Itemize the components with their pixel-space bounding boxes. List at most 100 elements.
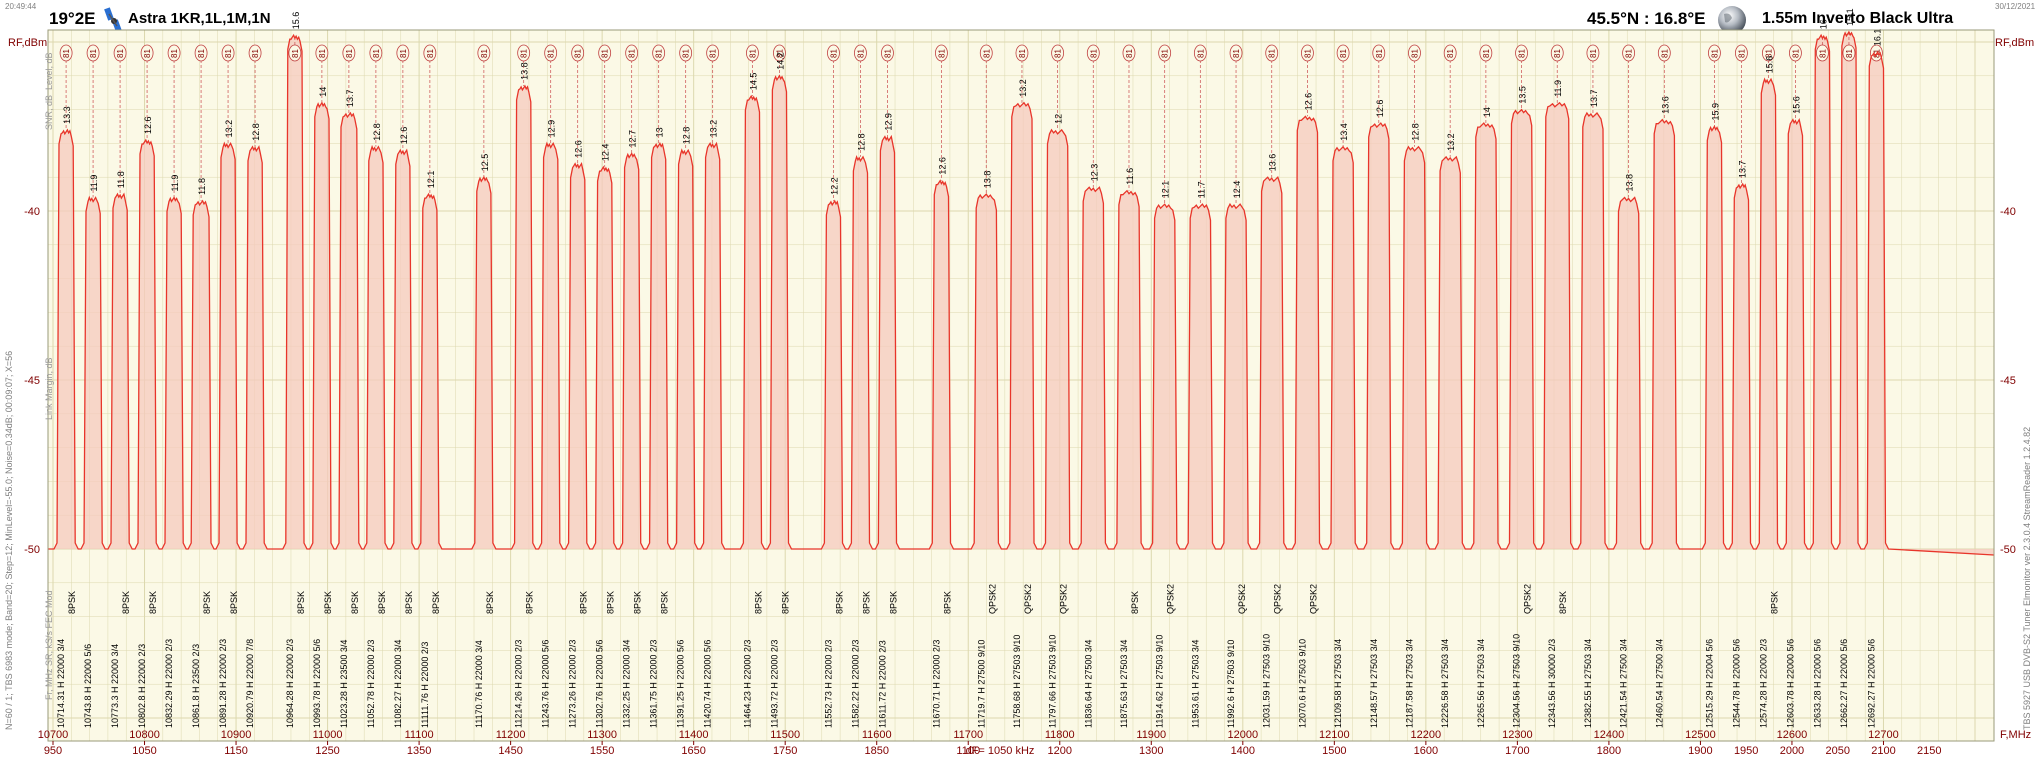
marker-circle [1408, 44, 1421, 62]
marker-label: 81 [170, 49, 179, 58]
dish-info: 1.55m Inverto Black Ultra [1762, 10, 1954, 27]
marker-circle [1789, 44, 1802, 62]
transponder-info-text: 11391.25 H 22000 5/6 [676, 640, 686, 728]
marker-circle [1336, 44, 1350, 62]
if-tick-label: 1850 [864, 745, 888, 757]
marker-label: 81 [345, 49, 354, 58]
satellite-name: Astra 1KR,1L,1M,1N [128, 10, 271, 27]
if-tick-label: 1950 [1734, 745, 1758, 757]
transponder-info-text: 12109.58 H 27503 3/4 [1333, 639, 1343, 728]
marker-circle [1158, 44, 1172, 62]
level-label: 12.6 [937, 157, 947, 175]
marker-circle [1086, 44, 1100, 62]
transponder-info-text: 12148.57 H 27503 3/4 [1369, 639, 1379, 728]
level-label: 13.6 [1268, 154, 1278, 172]
marker-circle [827, 44, 840, 62]
marker-circle [342, 44, 356, 62]
transponder-info: 10714.31 H 22000 3/4 8PSK 10743.8 H 22000 … [56, 584, 1876, 728]
transponder-info-text: 11914.62 H 27503 9/10 [1155, 635, 1165, 728]
level-label: 15.6 [1791, 96, 1801, 114]
transponder-info-text: 11670.71 H 22000 2/3 [931, 640, 941, 728]
level-label: 12.3 [1089, 164, 1099, 182]
transponder-modulation: 8PSK [606, 591, 616, 614]
level-label: 13.2 [1446, 133, 1456, 151]
level-label: 12.8 [372, 123, 382, 141]
if-tick-label: 1500 [1322, 745, 1346, 757]
marker-circle [423, 44, 437, 62]
marker-circle [288, 44, 302, 62]
transponder-info-text: 11361.75 H 22000 2/3 [649, 640, 659, 728]
transponder-modulation: 8PSK [1558, 591, 1568, 614]
x-tick-label: 12500 [1685, 729, 1716, 741]
marker-circle [1122, 44, 1136, 62]
marker-label: 81 [1410, 49, 1419, 58]
marker-label: 81 [937, 49, 946, 58]
marker-circle [625, 44, 639, 62]
x-tick-label: 11800 [1045, 729, 1075, 741]
marker-label: 81 [224, 49, 233, 58]
level-label: 12.8 [251, 123, 261, 141]
marker-label: 81 [709, 49, 718, 58]
marker-label: 81 [399, 49, 408, 58]
transponder-info-text: 12421.54 H 27500 3/4 [1619, 639, 1629, 728]
transponder-info-text: 10802.8 H 22000 2/3 [137, 644, 147, 728]
transponder-modulation: 8PSK [633, 591, 643, 614]
marker-label: 81 [856, 49, 865, 58]
if-tick-label: 1550 [590, 745, 614, 757]
transponder-info-text: 12304.56 H 27503 9/10 [1512, 634, 1522, 728]
marker-circle [1229, 44, 1243, 62]
level-label: 12.8 [1410, 123, 1420, 141]
level-label: 13.4 [1339, 123, 1349, 141]
marker-label: 81 [143, 49, 152, 58]
transponder-modulation: QPSK2 [1166, 584, 1176, 614]
level-label: 15.6 [1764, 56, 1774, 74]
level-label: 13.2 [1018, 79, 1028, 97]
y-axis-label-left: RF,dBm [8, 37, 47, 49]
level-label: 12.5 [480, 154, 490, 172]
marker-circle [935, 44, 948, 62]
transponder-info-text: 10743.8 H 22000 5/6 [83, 644, 93, 728]
level-label: 14 [1482, 107, 1492, 117]
level-label: 12.4 [1232, 181, 1242, 199]
transponder-info-text: 12662.27 H 22000 5/6 [1839, 639, 1849, 728]
marker-label: 81 [775, 49, 784, 58]
transponder-info-text: 12187.58 H 27503 3/4 [1404, 639, 1414, 728]
transponder-modulation: 8PSK [1130, 591, 1140, 614]
transponder-info-text: 11493.72 H 22000 2/3 [769, 640, 779, 728]
x-tick-label: 12200 [1411, 729, 1442, 741]
level-label: 12.6 [1303, 93, 1313, 111]
marker-circle [571, 44, 585, 62]
marker-label: 81 [1339, 49, 1348, 58]
marker-circle [221, 44, 235, 62]
x-tick-label: 11200 [496, 729, 526, 741]
transponder-info-text: 11992.6 H 27503 9/10 [1226, 640, 1236, 728]
transponder-info-text: 11552.73 H 22000 2/3 [823, 640, 833, 728]
level-label: 13.3 [62, 106, 72, 124]
marker-label: 81 [1125, 49, 1134, 58]
x-tick-label: 11000 [313, 729, 343, 741]
x-tick-label: 11100 [405, 729, 434, 741]
marker-circle [369, 44, 383, 62]
marker-label: 81 [318, 49, 327, 58]
marker-label: 81 [1018, 49, 1027, 58]
marker-label: 81 [1589, 49, 1598, 58]
if-tick-label: 1100 [956, 745, 980, 757]
level-label: 13.6 [1660, 96, 1670, 114]
transponder-info-text: 11836.64 H 27500 3/4 [1083, 640, 1093, 728]
marker-circle [1479, 44, 1493, 62]
spectrum-fill [48, 31, 1994, 555]
marker-label: 81 [1161, 49, 1170, 58]
transponder-info-text: 10773.3 H 22000 3/4 [110, 644, 120, 728]
transponder-modulation: QPSK2 [1237, 584, 1247, 614]
if-tick-label: 2150 [1917, 745, 1941, 757]
level-label: 12.8 [856, 133, 866, 151]
transponder-modulation: 8PSK [660, 591, 670, 614]
marker-circle [59, 44, 73, 62]
transponder-modulation: 8PSK [834, 591, 844, 614]
marker-label: 81 [1845, 49, 1854, 58]
spectrum-line [48, 30, 1995, 556]
if-tick-label: 1900 [1688, 745, 1712, 757]
if-tick-label: 1150 [224, 745, 248, 757]
y-tick-label-left: -40 [24, 206, 40, 218]
level-label: 12.6 [143, 116, 153, 134]
